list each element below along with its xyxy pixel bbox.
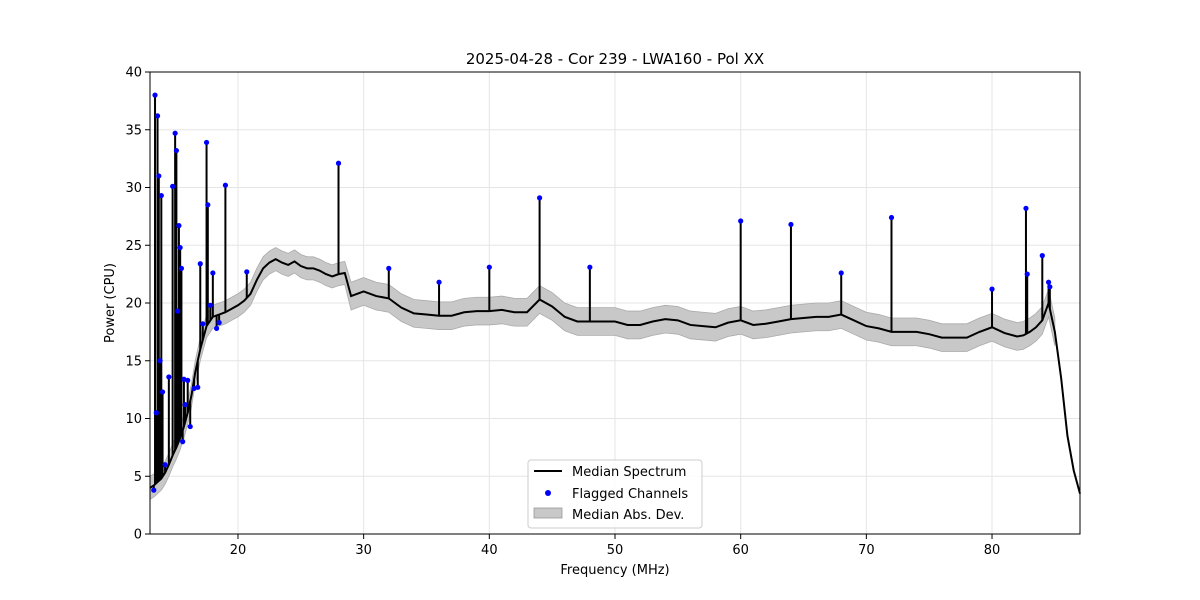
flagged-channel-point <box>180 439 186 445</box>
flagged-channel-point <box>175 308 181 314</box>
y-tick-label: 20 <box>125 297 142 312</box>
flagged-channel-point <box>888 214 895 221</box>
flagged-channel-point <box>244 269 250 275</box>
flagged-channel-point <box>1047 284 1053 290</box>
flagged-channel-point <box>187 423 193 430</box>
flagged-channel-point <box>1045 279 1052 285</box>
flagged-channel-point <box>157 358 163 364</box>
flagged-channel-point <box>214 325 220 332</box>
y-axis-label: Power (CPU) <box>103 263 118 343</box>
flagged-channel-point <box>170 183 176 189</box>
flagged-channel-point <box>162 462 168 468</box>
x-tick-label: 60 <box>732 543 749 558</box>
flagged-channel-point <box>1024 271 1030 277</box>
legend-box <box>527 459 703 529</box>
x-tick-label: 20 <box>230 543 247 558</box>
flagged-channel-point <box>738 218 744 224</box>
flagged-markers-layer <box>151 92 1053 493</box>
y-tick-label: 10 <box>125 412 142 427</box>
flagged-channel-point <box>159 389 166 395</box>
legend-label-median-spectrum: Median Spectrum <box>572 465 686 480</box>
flagged-channel-point <box>1023 205 1029 211</box>
legend-marker-swatch <box>545 490 551 496</box>
legend-label-flagged-channels: Flagged Channels <box>572 487 688 502</box>
flagged-channel-point <box>195 384 201 390</box>
flagged-channel-point <box>197 261 203 267</box>
flagged-channel-point <box>207 302 213 308</box>
flagged-channel-point <box>200 321 206 327</box>
flagged-channel-point <box>177 244 183 251</box>
flagged-channel-point <box>436 279 442 285</box>
flagged-channel-point <box>153 410 159 416</box>
flagged-channel-point <box>154 113 161 119</box>
flagged-channel-point <box>838 270 844 276</box>
flagged-channel-point <box>178 265 185 271</box>
flagged-channel-point <box>151 487 157 493</box>
x-tick-label: 50 <box>607 543 624 558</box>
flagged-channel-point <box>386 265 392 271</box>
flagged-channel-point <box>203 139 210 146</box>
legend-patch-swatch <box>533 507 563 519</box>
x-axis-ticks: 20 30 40 50 60 70 80 <box>230 534 1001 558</box>
flagged-channel-point <box>335 160 342 166</box>
mad-band <box>149 247 1056 501</box>
median-spectrum-line <box>149 257 1081 494</box>
flagged-channel-point <box>205 202 211 208</box>
flagged-channel-point <box>486 264 492 270</box>
flagged-channel-point <box>156 173 162 179</box>
flagged-channel-point <box>536 195 543 201</box>
y-axis-ticks: 0 5 10 15 20 25 30 35 40 <box>125 66 150 543</box>
flagged-channel-point <box>1039 253 1045 259</box>
y-tick-label: 40 <box>125 66 142 81</box>
y-tick-label: 35 <box>125 123 142 138</box>
x-tick-label: 80 <box>984 543 1001 558</box>
flagged-channel-point <box>788 221 794 228</box>
median-line-layer <box>149 95 1081 494</box>
y-tick-label: 25 <box>125 239 142 254</box>
flagged-channel-point <box>210 270 216 276</box>
x-tick-label: 30 <box>355 543 372 558</box>
flagged-channel-point <box>172 130 178 136</box>
mad-band-layer <box>149 247 1056 501</box>
flagged-channel-point <box>182 402 188 408</box>
chart-title: 2025-04-28 - Cor 239 - LWA160 - Pol XX <box>466 50 764 68</box>
y-tick-label: 5 <box>134 470 142 485</box>
legend: Median Spectrum Flagged Channels Median … <box>527 459 703 529</box>
flagged-channel-point <box>587 264 593 270</box>
y-tick-label: 15 <box>125 354 142 369</box>
flagged-channel-point <box>216 320 222 326</box>
flagged-channel-point <box>158 192 164 199</box>
flagged-channel-point <box>185 377 191 383</box>
flagged-channel-point <box>989 286 995 292</box>
flagged-channel-point <box>166 374 172 380</box>
y-tick-label: 0 <box>134 528 142 543</box>
legend-label-median-abs-dev: Median Abs. Dev. <box>572 508 684 523</box>
x-tick-label: 40 <box>481 543 498 558</box>
flagged-channel-point <box>173 147 179 154</box>
flagged-channel-point <box>176 223 182 229</box>
x-axis-label: Frequency (MHz) <box>560 563 669 578</box>
flagged-channel-point <box>152 92 158 98</box>
y-tick-label: 30 <box>125 181 142 196</box>
flagged-channel-point <box>222 182 229 188</box>
x-tick-label: 70 <box>858 543 875 558</box>
